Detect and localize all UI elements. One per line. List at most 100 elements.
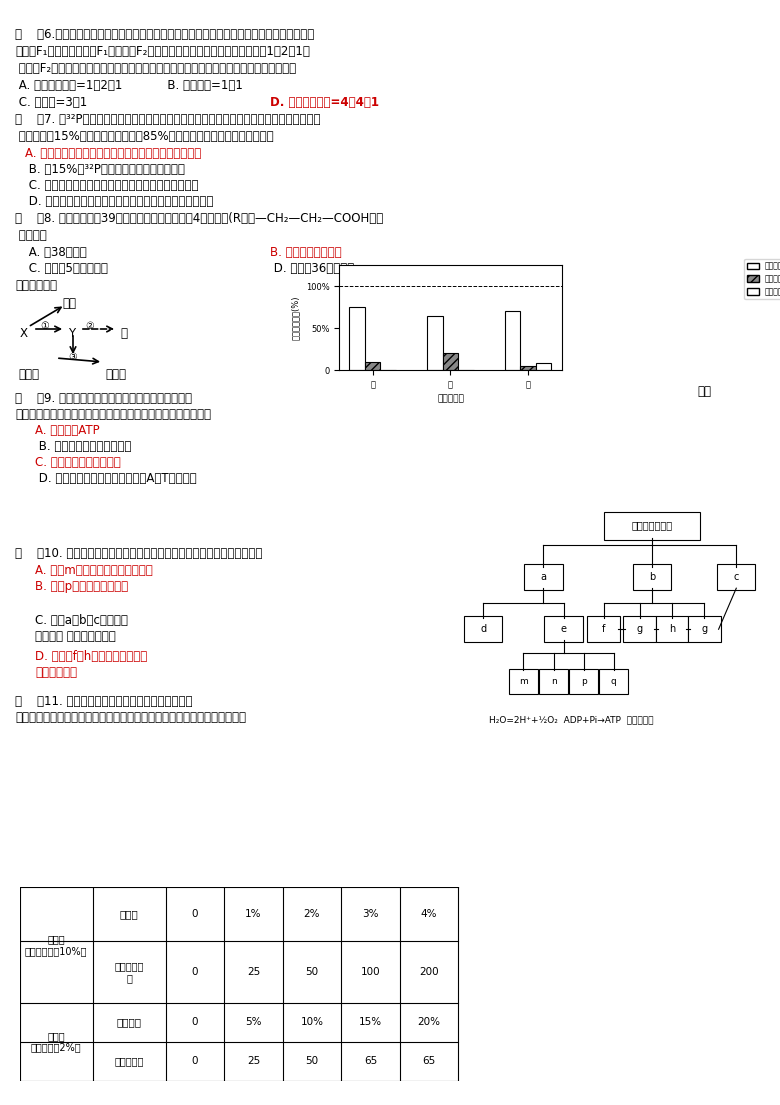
Text: a: a xyxy=(541,572,547,582)
Text: C. 图中a、b、c分别是指: C. 图中a、b、c分别是指 xyxy=(35,614,128,627)
Text: C. 至少有5个游离羧基: C. 至少有5个游离羧基 xyxy=(25,262,108,275)
Text: B. 图中p是指线粒体的内膜: B. 图中p是指线粒体的内膜 xyxy=(35,580,128,593)
Text: 50: 50 xyxy=(306,967,318,977)
Text: 15%: 15% xyxy=(359,1017,382,1028)
Text: C. 粗：细=3：1: C. 粗：细=3：1 xyxy=(15,96,87,109)
Y-axis label: 有机物的含量(%): 有机物的含量(%) xyxy=(291,295,300,340)
Text: 0: 0 xyxy=(192,1017,198,1028)
Text: 和高尔基体膜: 和高尔基体膜 xyxy=(35,666,77,678)
Text: 杂交，F₁全是中粗茎。将F₁自交后，F₂中出现粗、中粗和细三种类型，比例为1：2：1，: 杂交，F₁全是中粗茎。将F₁自交后，F₂中出现粗、中粗和细三种类型，比例为1：2… xyxy=(15,45,310,57)
Text: B. 可能没有游离氨基: B. 可能没有游离氨基 xyxy=(270,246,342,259)
Text: C. 离心时间过长，上清液中含有部分完整的大肠杆菌: C. 离心时间过长，上清液中含有部分完整的大肠杆菌 xyxy=(25,179,198,192)
Legend: 蛋白质含量, 脂质含量, 核酸含量: 蛋白质含量, 脂质含量, 核酸含量 xyxy=(744,259,780,299)
Text: 3%: 3% xyxy=(362,909,379,919)
Text: 0: 0 xyxy=(192,967,198,977)
Text: c: c xyxy=(734,572,739,582)
Bar xyxy=(443,354,458,370)
FancyBboxPatch shape xyxy=(688,617,721,642)
Text: 相对反应速: 相对反应速 xyxy=(115,1056,144,1066)
Text: 50: 50 xyxy=(306,1056,318,1066)
Text: Y: Y xyxy=(68,327,75,340)
Text: ③: ③ xyxy=(68,352,76,362)
Text: 20%: 20% xyxy=(417,1017,441,1028)
Bar xyxy=(536,364,551,370)
Text: A. 图中m是指叶绿体的类囊体薄膜: A. 图中m是指叶绿体的类囊体薄膜 xyxy=(35,564,153,577)
Text: 65: 65 xyxy=(423,1056,435,1066)
Text: 则该多肽: 则该多肽 xyxy=(15,229,47,242)
Text: 2%: 2% xyxy=(303,909,321,919)
Text: 25: 25 xyxy=(247,967,260,977)
FancyBboxPatch shape xyxy=(599,669,628,694)
Text: q: q xyxy=(611,676,617,685)
Text: g: g xyxy=(701,624,707,634)
Text: （    ）6.某植物的茎有粗、中粗和细粗，受细胞核基因控制，用纯合粗茎个体和纯合细茎个体: （ ）6.某植物的茎有粗、中粗和细粗，受细胞核基因控制，用纯合粗茎个体和纯合细茎… xyxy=(15,28,314,41)
Text: B. 有15%的³²P标记的是噬菌体蛋白质外壳: B. 有15%的³²P标记的是噬菌体蛋白质外壳 xyxy=(25,164,185,176)
Text: n: n xyxy=(551,676,556,685)
Text: 实验二
（酶浓度为2%）: 实验二 （酶浓度为2%） xyxy=(30,1031,81,1052)
Text: 酶浓度: 酶浓度 xyxy=(120,909,139,919)
Text: e: e xyxy=(561,624,566,634)
FancyBboxPatch shape xyxy=(623,617,656,642)
Text: C. 丙与蛋白质的合成有关: C. 丙与蛋白质的合成有关 xyxy=(35,456,121,469)
Text: 细胞膜、 细胞器膜和核膜: 细胞膜、 细胞器膜和核膜 xyxy=(35,630,115,643)
FancyBboxPatch shape xyxy=(524,565,562,590)
FancyBboxPatch shape xyxy=(539,669,568,694)
Text: （    ）11. 乳糖酶可催化乳糖水解。有两项与此相关: （ ）11. 乳糖酶可催化乳糖水解。有两项与此相关 xyxy=(15,695,193,708)
Text: m: m xyxy=(519,676,528,685)
Text: 4%: 4% xyxy=(420,909,438,919)
Text: 器，经测定其中三种有机物的含量如图所示。相关叙述正确的是: 器，经测定其中三种有机物的含量如图所示。相关叙述正确的是 xyxy=(15,408,211,421)
Bar xyxy=(365,361,381,370)
FancyBboxPatch shape xyxy=(717,565,755,590)
Text: A. 粗：中粗：细=1：2：1            B. 粗：中粗=1：1: A. 粗：中粗：细=1：2：1 B. 粗：中粗=1：1 xyxy=(15,78,243,92)
Text: （    ）10. 下图为关于细胞的生物膜系统的概念图，下列相关叙述正确的是: （ ）10. 下图为关于细胞的生物膜系统的概念图，下列相关叙述正确的是 xyxy=(15,547,262,560)
Text: 的实验，实验中无关变量相同且适宜，实验结果如下表。相关叙述错误的是: 的实验，实验中无关变量相同且适宜，实验结果如下表。相关叙述错误的是 xyxy=(15,711,246,724)
Bar xyxy=(427,316,443,370)
Text: 相对反应速
率: 相对反应速 率 xyxy=(115,961,144,982)
X-axis label: 细胞器种类: 细胞器种类 xyxy=(437,394,464,403)
Bar xyxy=(505,312,520,370)
Text: 细胞: 细胞 xyxy=(697,385,711,398)
Text: 5%: 5% xyxy=(245,1017,262,1028)
Text: 的放射性占15%，沉淀物的放射性占85%。上清液带有放射性的原因可能是: 的放射性占15%，沉淀物的放射性占85%。上清液带有放射性的原因可能是 xyxy=(15,130,274,143)
Text: 65: 65 xyxy=(364,1056,377,1066)
Text: g: g xyxy=(636,624,643,634)
Text: 乳糖浓度: 乳糖浓度 xyxy=(117,1017,142,1028)
Text: A. 噬菌体侵染大肠杆菌后，有少数大肠杆菌发生了裂解: A. 噬菌体侵染大肠杆菌后，有少数大肠杆菌发生了裂解 xyxy=(25,147,201,160)
Text: b: b xyxy=(649,572,655,582)
FancyBboxPatch shape xyxy=(509,669,538,694)
Text: 200: 200 xyxy=(419,967,439,977)
Text: ①: ① xyxy=(40,320,48,332)
FancyBboxPatch shape xyxy=(655,617,689,642)
Text: D. 最多有36种氨基酸: D. 最多有36种氨基酸 xyxy=(270,262,354,275)
Text: 蛋白质: 蛋白质 xyxy=(105,368,126,381)
FancyBboxPatch shape xyxy=(587,617,620,642)
Text: d: d xyxy=(480,624,486,634)
Text: 实验一
（乳糖浓度为10%）: 实验一 （乳糖浓度为10%） xyxy=(25,934,87,956)
FancyBboxPatch shape xyxy=(464,617,502,642)
Text: B. 乙可能存在于原核细胞中: B. 乙可能存在于原核细胞中 xyxy=(35,440,131,453)
Text: f: f xyxy=(602,624,605,634)
Text: 细胞生物膜系统: 细胞生物膜系统 xyxy=(631,520,672,530)
Text: h: h xyxy=(669,624,675,634)
Text: 氨基酸: 氨基酸 xyxy=(18,368,39,381)
Text: 水: 水 xyxy=(120,327,127,340)
Text: ②: ② xyxy=(85,320,94,332)
FancyBboxPatch shape xyxy=(569,669,598,694)
Text: 0: 0 xyxy=(192,909,198,919)
FancyBboxPatch shape xyxy=(604,512,700,539)
Text: D. 甲、丙含有核酸，均存在碱基A与T配对现象: D. 甲、丙含有核酸，均存在碱基A与T配对现象 xyxy=(35,472,197,485)
Text: 10%: 10% xyxy=(300,1017,324,1028)
Text: 乳酸: 乳酸 xyxy=(62,297,76,311)
Text: D. 粗：中粗：细=4：4：1: D. 粗：中粗：细=4：4：1 xyxy=(270,96,379,109)
Text: （    ）8. 某环状多肽由39个氨基酸形成，其中含有4个谷氨酸(R基为—CH₂—CH₂—COOH），: （ ）8. 某环状多肽由39个氨基酸形成，其中含有4个谷氨酸(R基为—CH₂—C… xyxy=(15,212,383,225)
Text: H₂O=2H⁺+½O₂  ADP+Pi→ATP  合成性激素: H₂O=2H⁺+½O₂ ADP+Pi→ATP 合成性激素 xyxy=(489,715,654,725)
Text: A. 有38个肽键: A. 有38个肽键 xyxy=(25,246,87,259)
FancyBboxPatch shape xyxy=(544,617,583,642)
Text: A. 甲能产生ATP: A. 甲能产生ATP xyxy=(35,424,100,436)
Text: D. 图中的f和h分别是指内质网膜: D. 图中的f和h分别是指内质网膜 xyxy=(35,650,147,663)
Text: 0: 0 xyxy=(192,1056,198,1066)
Text: 100: 100 xyxy=(360,967,381,977)
Bar xyxy=(520,366,536,370)
Text: 1%: 1% xyxy=(245,909,262,919)
Text: 25: 25 xyxy=(247,1056,260,1066)
